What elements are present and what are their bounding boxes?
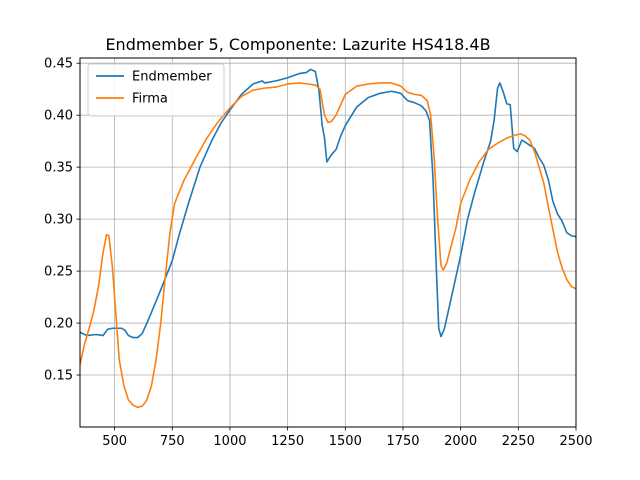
legend-label: Firma (132, 92, 168, 107)
x-tick-label: 750 (160, 434, 185, 449)
y-tick-label: 0.20 (44, 317, 73, 332)
series-line-endmember (80, 68, 576, 339)
legend-label: Endmember (132, 70, 212, 85)
series-layer (80, 68, 576, 409)
chart-title: Endmember 5, Componente: Lazurite HS418.… (105, 35, 490, 54)
series-line-firma (80, 82, 576, 409)
y-tick-label: 0.40 (44, 109, 73, 124)
x-tick-label: 1000 (213, 434, 246, 449)
x-tick-label: 2500 (559, 434, 592, 449)
x-tick-label: 2000 (444, 434, 477, 449)
y-tick-label: 0.15 (44, 369, 73, 384)
ticks: 500 750 1000 1250 1500 1750 2000 2250 2500 0.15 0.… (44, 57, 593, 449)
axes-frame (79, 57, 577, 428)
y-tick-label: 0.25 (44, 265, 73, 280)
legend: Endmember Firma (87, 63, 225, 117)
x-tick-label: 500 (102, 434, 127, 449)
legend-frame (87, 63, 225, 117)
x-tick-label: 1500 (329, 434, 362, 449)
y-tick-label: 0.35 (44, 161, 73, 176)
x-tick-label: 2250 (502, 434, 535, 449)
x-tick-label: 1250 (271, 434, 304, 449)
y-tick-label: 0.45 (44, 57, 73, 72)
x-tick-label: 1750 (386, 434, 419, 449)
y-tick-label: 0.30 (44, 213, 73, 228)
